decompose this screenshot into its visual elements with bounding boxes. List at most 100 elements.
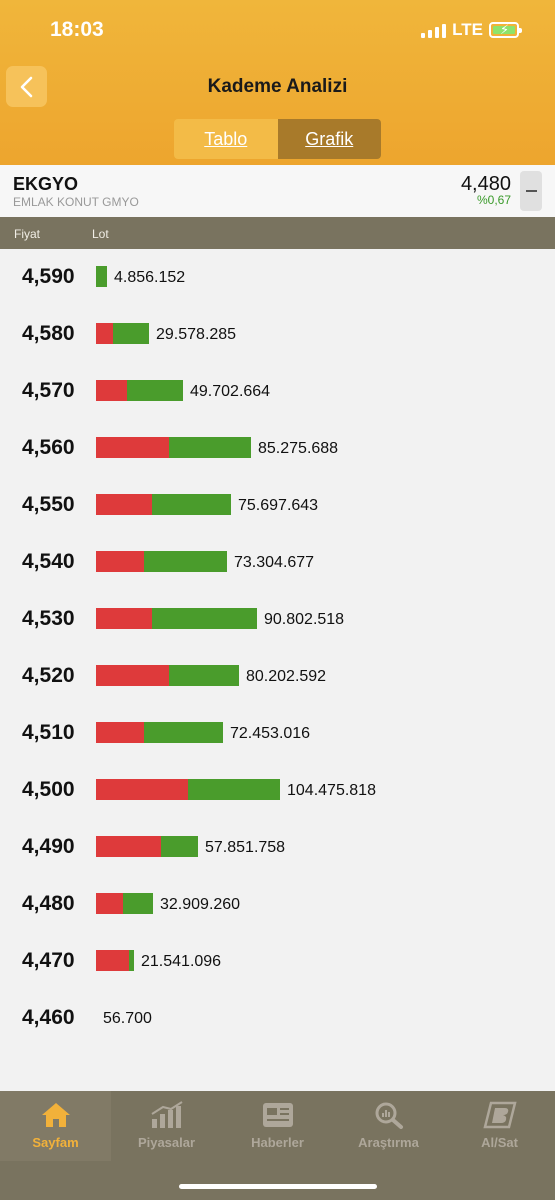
volume-bar bbox=[96, 494, 231, 515]
depth-row[interactable]: 4,570 49.702.664 bbox=[0, 363, 555, 420]
buy-volume-segment bbox=[169, 437, 251, 458]
buy-volume-segment bbox=[152, 494, 231, 515]
bottom-tabbar: Sayfam Piyasalar Haberler Araştırma bbox=[0, 1091, 555, 1200]
sell-volume-segment bbox=[96, 836, 161, 857]
depth-row[interactable]: 4,530 90.802.518 bbox=[0, 591, 555, 648]
row-lot: 21.541.096 bbox=[141, 953, 222, 970]
buy-volume-segment bbox=[129, 950, 134, 971]
row-price: 4,500 bbox=[22, 778, 75, 801]
research-icon bbox=[375, 1102, 403, 1129]
depth-row[interactable]: 4,480 32.909.260 bbox=[0, 876, 555, 933]
tab-sayfam[interactable]: Sayfam bbox=[0, 1091, 111, 1161]
buy-volume-segment bbox=[127, 380, 183, 401]
row-lot: 29.578.285 bbox=[156, 326, 237, 343]
depth-row[interactable]: 4,510 72.453.016 bbox=[0, 705, 555, 762]
row-price: 4,560 bbox=[22, 436, 75, 459]
row-lot: 80.202.592 bbox=[246, 668, 327, 685]
depth-list: 4,590 4.856.152 4,580 29.578.285 4,570 49.702… bbox=[0, 249, 555, 1047]
row-lot: 49.702.664 bbox=[190, 383, 271, 400]
row-price: 4,480 bbox=[22, 892, 75, 915]
row-price: 4,470 bbox=[22, 949, 75, 972]
header: 18:03 LTE ⚡ Kademe Analizi Tablo Grafik bbox=[0, 0, 555, 165]
row-lot: 32.909.260 bbox=[160, 896, 241, 913]
volume-bar bbox=[96, 608, 257, 629]
sell-volume-segment bbox=[96, 494, 152, 515]
collapse-button[interactable] bbox=[520, 171, 542, 211]
stock-price: 4,480 bbox=[460, 173, 511, 195]
tab-label: Piyasalar bbox=[137, 1135, 196, 1150]
tab-piyasalar[interactable]: Piyasalar bbox=[111, 1091, 222, 1161]
row-lot: 56.700 bbox=[103, 1010, 152, 1027]
row-price: 4,490 bbox=[22, 835, 75, 858]
sell-volume-segment bbox=[96, 437, 169, 458]
depth-row[interactable]: 4,460 56.700 bbox=[0, 990, 555, 1047]
stock-name: EMLAK KONUT GMYO bbox=[13, 195, 139, 209]
row-price: 4,590 bbox=[22, 265, 75, 288]
buy-volume-segment bbox=[113, 323, 149, 344]
sell-volume-segment bbox=[96, 665, 169, 686]
tab-label: Al/Sat bbox=[481, 1135, 518, 1150]
buy-volume-segment bbox=[169, 665, 239, 686]
row-lot: 90.802.518 bbox=[264, 611, 345, 628]
row-lot: 57.851.758 bbox=[205, 839, 286, 856]
buy-volume-segment bbox=[144, 722, 223, 743]
status-time: 18:03 bbox=[50, 18, 104, 41]
depth-row[interactable]: 4,580 29.578.285 bbox=[0, 306, 555, 363]
buy-volume-segment bbox=[161, 836, 198, 857]
sell-volume-segment bbox=[96, 893, 123, 914]
stock-summary: EKGYO EMLAK KONUT GMYO 4,480 %0,67 bbox=[0, 165, 555, 217]
column-lot: Lot bbox=[92, 227, 109, 241]
page-title: Kademe Analizi bbox=[207, 76, 348, 97]
depth-row[interactable]: 4,490 57.851.758 bbox=[0, 819, 555, 876]
tab-chart[interactable]: Grafik bbox=[277, 119, 381, 159]
buy-volume-segment bbox=[123, 893, 153, 914]
depth-row[interactable]: 4,590 4.856.152 bbox=[0, 249, 555, 306]
tab-alsat[interactable]: Al/Sat bbox=[444, 1091, 555, 1161]
buy-volume-segment bbox=[144, 551, 227, 572]
sell-volume-segment bbox=[96, 950, 129, 971]
buy-volume-segment bbox=[188, 779, 280, 800]
home-icon bbox=[41, 1103, 70, 1127]
volume-bar bbox=[96, 722, 223, 743]
stock-code: EKGYO bbox=[13, 174, 79, 194]
depth-row[interactable]: 4,470 21.541.096 bbox=[0, 933, 555, 990]
row-price: 4,510 bbox=[22, 721, 75, 744]
buy-volume-segment bbox=[96, 266, 107, 287]
back-button[interactable] bbox=[6, 66, 47, 107]
depth-row[interactable]: 4,560 85.275.688 bbox=[0, 420, 555, 477]
row-lot: 72.453.016 bbox=[230, 725, 311, 742]
sell-volume-segment bbox=[96, 551, 144, 572]
signal-icon bbox=[421, 22, 447, 38]
trade-icon bbox=[482, 1101, 517, 1129]
tab-arastirma[interactable]: Araştırma bbox=[333, 1091, 444, 1161]
row-lot: 4.856.152 bbox=[114, 269, 186, 286]
volume-bar bbox=[96, 950, 134, 971]
view-toggle: Tablo Grafik bbox=[174, 119, 381, 159]
home-indicator bbox=[179, 1184, 377, 1189]
network-label: LTE bbox=[452, 20, 483, 39]
row-price: 4,550 bbox=[22, 493, 75, 516]
volume-bar bbox=[96, 665, 239, 686]
market-chart-icon bbox=[150, 1101, 183, 1128]
depth-row[interactable]: 4,500 104.475.818 bbox=[0, 762, 555, 819]
sell-volume-segment bbox=[96, 608, 152, 629]
minus-icon bbox=[525, 190, 537, 192]
tab-label: Haberler bbox=[251, 1135, 304, 1150]
tab-haberler[interactable]: Haberler bbox=[222, 1091, 333, 1161]
depth-row[interactable]: 4,520 80.202.592 bbox=[0, 648, 555, 705]
chevron-left-icon bbox=[20, 76, 32, 97]
volume-bar bbox=[96, 323, 149, 344]
column-price: Fiyat bbox=[14, 227, 41, 241]
buy-volume-segment bbox=[152, 608, 257, 629]
row-price: 4,530 bbox=[22, 607, 75, 630]
row-lot: 104.475.818 bbox=[287, 782, 376, 799]
row-price: 4,460 bbox=[22, 1006, 75, 1029]
tab-table[interactable]: Tablo bbox=[174, 119, 278, 159]
depth-row[interactable]: 4,550 75.697.643 bbox=[0, 477, 555, 534]
row-price: 4,580 bbox=[22, 322, 75, 345]
row-lot: 73.304.677 bbox=[234, 554, 315, 571]
sell-volume-segment bbox=[96, 380, 127, 401]
volume-bar bbox=[96, 266, 107, 287]
status-indicators: LTE ⚡ bbox=[421, 20, 522, 40]
depth-row[interactable]: 4,540 73.304.677 bbox=[0, 534, 555, 591]
